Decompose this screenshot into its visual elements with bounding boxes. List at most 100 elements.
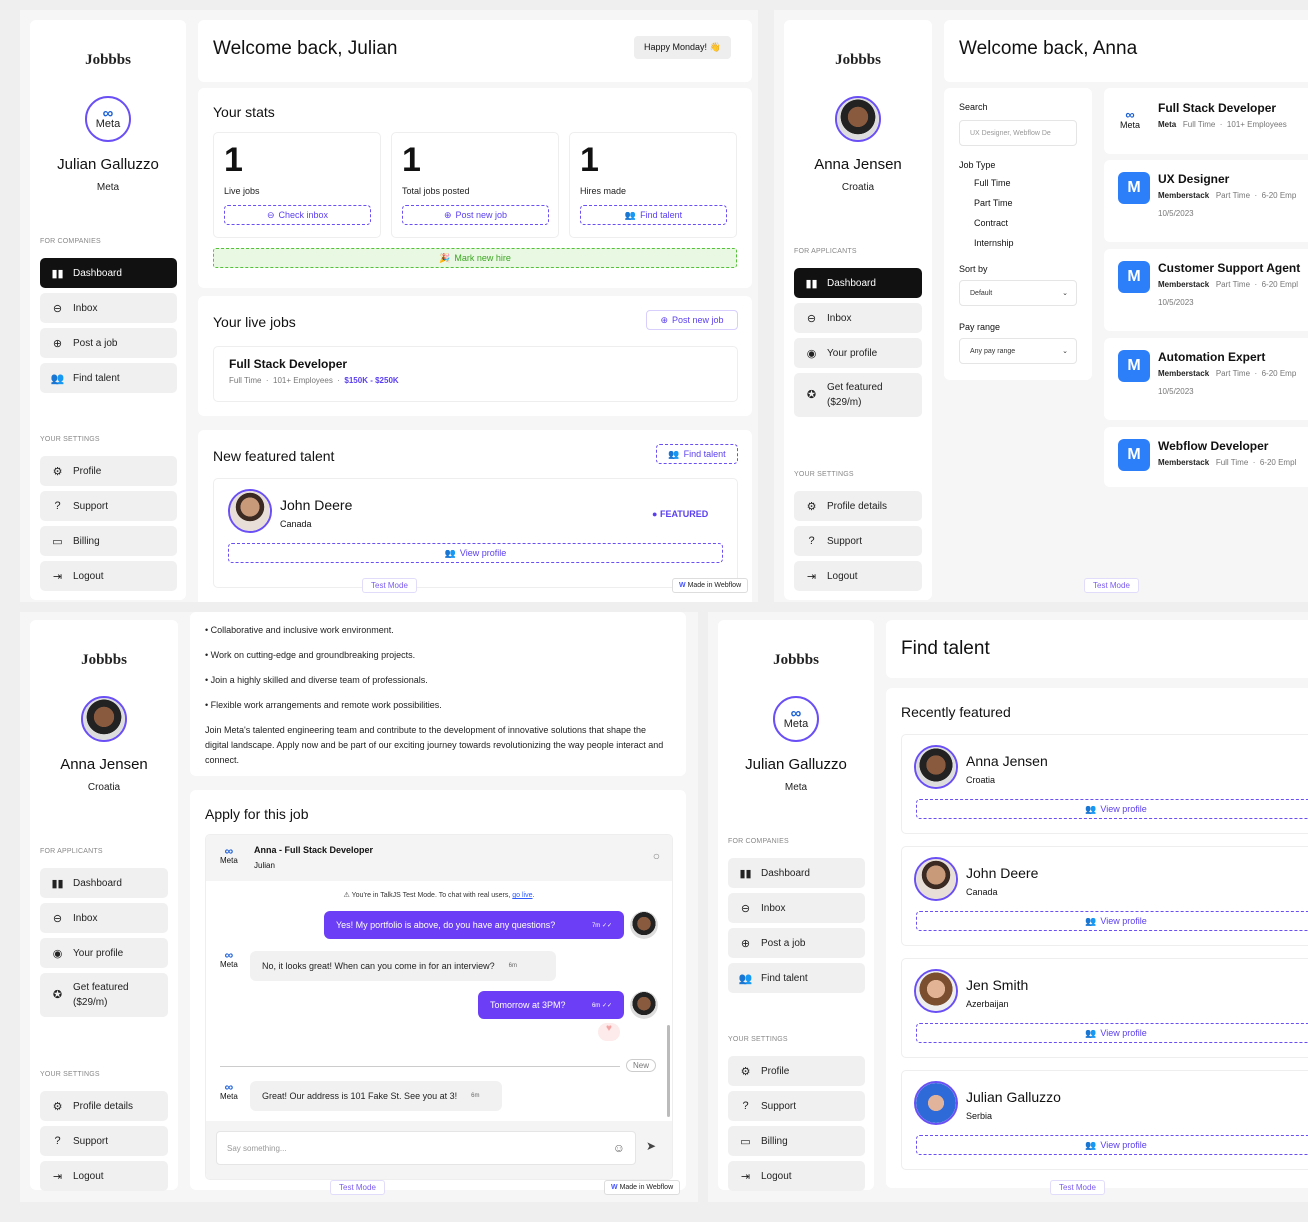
view-profile-button[interactable]: 👥 View profile (916, 911, 1308, 931)
job-card[interactable]: M Automation Expert Memberstack Part Tim… (1104, 338, 1308, 420)
brand-logo: Jobbbs (773, 652, 819, 668)
nav-dashboard[interactable]: ▮▮ Dashboard (40, 258, 177, 288)
nav-logout[interactable]: ⇥ Logout (40, 561, 177, 591)
nav-dashboard[interactable]: ▮▮ Dashboard (794, 268, 922, 298)
view-profile-button[interactable]: 👥 View profile (228, 543, 723, 563)
meta-icon: ∞ (224, 948, 234, 962)
made-in-webflow-badge[interactable]: W Made in Webflow (604, 1180, 681, 1195)
nav-get-featured[interactable]: ✪ Get featured ($29/m) (40, 973, 168, 1017)
section-title: Recently featured (901, 704, 1011, 720)
inbox-icon: ⊖ (740, 902, 751, 915)
pay-select[interactable]: Any pay range ⌄ (959, 338, 1077, 364)
nav-your-profile[interactable]: ◉ Your profile (40, 938, 168, 968)
test-mode-badge[interactable]: Test Mode (1084, 578, 1139, 593)
test-mode-badge[interactable]: Test Mode (362, 578, 417, 593)
job-type-contract[interactable]: Contract (974, 218, 1009, 228)
nav-support[interactable]: ? Support (794, 526, 922, 556)
nav-logout[interactable]: ⇥ Logout (728, 1161, 865, 1191)
view-profile-button[interactable]: 👥 View profile (916, 1135, 1308, 1155)
nav-post-job[interactable]: ⊕ Post a job (728, 928, 865, 958)
nav-inbox[interactable]: ⊖ Inbox (728, 893, 865, 923)
talent-location: Canada (280, 519, 312, 529)
section-title: Apply for this job (205, 806, 309, 822)
search-icon[interactable]: ○ (652, 849, 660, 863)
nav-inbox[interactable]: ⊖ Inbox (40, 903, 168, 933)
nav-find-talent[interactable]: 👥 Find talent (40, 363, 177, 393)
chat-scrollbar[interactable] (667, 1025, 670, 1117)
section-label: YOUR SETTINGS (40, 436, 100, 443)
logout-icon: ⇥ (740, 1170, 751, 1183)
plus-icon: ⊕ (740, 937, 751, 950)
find-talent-button[interactable]: 👥 Find talent (580, 205, 727, 225)
webflow-icon: W (679, 582, 686, 589)
emoji-icon[interactable]: ☺ (612, 1141, 625, 1155)
nav-inbox[interactable]: ⊖ Inbox (40, 293, 177, 323)
nav-profile-details[interactable]: ⚙ Profile details (40, 1091, 168, 1121)
nav-dashboard[interactable]: ▮▮ Dashboard (40, 868, 168, 898)
search-input[interactable]: UX Designer, Webflow De (959, 120, 1077, 146)
find-talent-button[interactable]: 👥 Find talent (656, 444, 738, 464)
sort-select[interactable]: Default ⌄ (959, 280, 1077, 306)
gear-icon: ⚙ (52, 465, 63, 478)
post-new-job-button[interactable]: ⊕ Post new job (402, 205, 549, 225)
job-row[interactable]: Full Stack Developer Full Time · 101+ Em… (213, 346, 738, 402)
job-card[interactable]: M UX Designer Memberstack Part Time · 6-… (1104, 160, 1308, 242)
nav-profile[interactable]: ⚙ Profile (728, 1056, 865, 1086)
check-inbox-button[interactable]: ⊖ Check inbox (224, 205, 371, 225)
description-paragraph: Join Meta's talented engineering team an… (205, 725, 664, 765)
job-type-part-time[interactable]: Part Time (974, 198, 1013, 208)
job-card[interactable]: M Customer Support Agent Memberstack Par… (1104, 249, 1308, 331)
job-card[interactable]: M Webflow Developer Memberstack Full Tim… (1104, 427, 1308, 487)
user-country: Croatia (841, 182, 875, 193)
nav-logout[interactable]: ⇥ Logout (794, 561, 922, 591)
job-type-full-time[interactable]: Full Time (974, 178, 1011, 188)
users-icon: 👥 (738, 972, 753, 985)
nav-profile[interactable]: ⚙ Profile (40, 456, 177, 486)
nav-get-featured[interactable]: ✪ Get featured ($29/m) (794, 373, 922, 417)
test-mode-badge[interactable]: Test Mode (330, 1180, 385, 1195)
user-icon: ◉ (52, 947, 63, 960)
job-type-label: Job Type (959, 160, 996, 170)
mark-new-hire-button[interactable]: 🎉 Mark new hire (213, 248, 737, 268)
sidebar: Jobbbs Anna Jensen Croatia FOR APPLICANT… (30, 620, 178, 1191)
heart-reaction-icon[interactable]: ♥ (598, 1023, 620, 1041)
welcome-header: Welcome back, Julian Happy Monday! 👋 (198, 20, 752, 82)
meta-icon: ∞ (102, 105, 114, 122)
nav-post-job[interactable]: ⊕ Post a job (40, 328, 177, 358)
brand-logo: Jobbbs (81, 652, 127, 668)
chat-title: Anna - Full Stack Developer (254, 845, 374, 855)
view-profile-button[interactable]: 👥 View profile (916, 799, 1308, 819)
nav-dashboard[interactable]: ▮▮ Dashboard (728, 858, 865, 888)
nav-your-profile[interactable]: ◉ Your profile (794, 338, 922, 368)
send-icon[interactable]: ➤ (646, 1139, 657, 1153)
nav-inbox[interactable]: ⊖ Inbox (794, 303, 922, 333)
nav-logout[interactable]: ⇥ Logout (40, 1161, 168, 1191)
post-new-job-button[interactable]: ⊕ Post new job (646, 310, 738, 330)
view-profile-button[interactable]: 👥 View profile (916, 1023, 1308, 1043)
job-title: Full Stack Developer (1158, 101, 1277, 115)
go-live-link[interactable]: go live (512, 892, 533, 899)
nav-support[interactable]: ? Support (40, 1126, 168, 1156)
job-meta: Memberstack Part Time · 6-20 Emp (1158, 369, 1297, 378)
page-title: Find talent (901, 638, 990, 659)
meta-icon: ∞ (224, 844, 234, 858)
nav-billing[interactable]: ▭ Billing (40, 526, 177, 556)
nav-find-talent[interactable]: 👥 Find talent (728, 963, 865, 993)
nav-profile-details[interactable]: ⚙ Profile details (794, 491, 922, 521)
made-in-webflow-badge[interactable]: W Made in Webflow (672, 578, 749, 593)
talent-location: Canada (966, 887, 998, 897)
talent-name: John Deere (280, 497, 353, 513)
nav-support[interactable]: ? Support (728, 1091, 865, 1121)
test-mode-badge[interactable]: Test Mode (1050, 1180, 1105, 1195)
stat-box: 1 Total jobs posted ⊕ Post new job (391, 132, 559, 238)
job-type-internship[interactable]: Internship (974, 238, 1014, 248)
benefit-item: • Flexible work arrangements and remote … (205, 700, 442, 710)
chat-subtitle: Julian (254, 861, 275, 870)
message-input[interactable]: Say something... ☺ (216, 1131, 636, 1165)
nav-support[interactable]: ? Support (40, 491, 177, 521)
nav-billing[interactable]: ▭ Billing (728, 1126, 865, 1156)
dashboard-icon: ▮▮ (51, 267, 64, 280)
meta-logo-text: Meta (783, 718, 809, 730)
star-icon: ✪ (806, 388, 817, 401)
job-card[interactable]: ∞ Meta Full Stack Developer Meta Full Tim… (1104, 88, 1308, 154)
